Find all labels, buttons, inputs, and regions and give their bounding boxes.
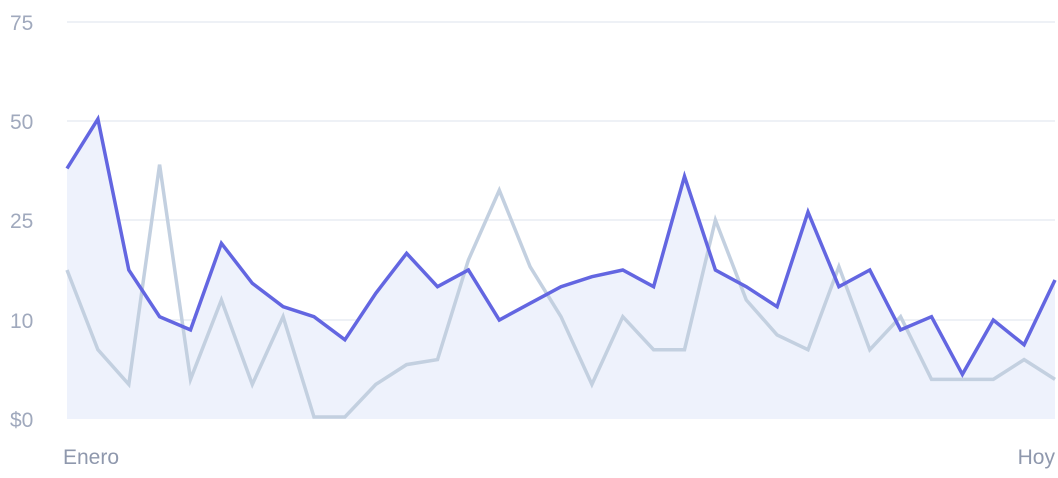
y-tick-label: 75 <box>10 12 33 35</box>
axis-labels: Enero Hoy $0 10 25 50 75 <box>10 12 1055 469</box>
x-axis-end-label: Hoy <box>1018 446 1056 469</box>
x-axis-start-label: Enero <box>63 446 119 469</box>
y-tick-label: 10 <box>10 310 33 333</box>
series-line-2 <box>65 164 1056 419</box>
y-tick-label: 25 <box>10 210 33 233</box>
series-areas <box>67 119 1055 419</box>
y-tick-label: 50 <box>10 111 33 134</box>
y-tick-label: $0 <box>10 409 33 432</box>
series-lines <box>65 114 1057 419</box>
series-area-1 <box>67 119 1055 419</box>
series-line-1 <box>65 114 1057 379</box>
